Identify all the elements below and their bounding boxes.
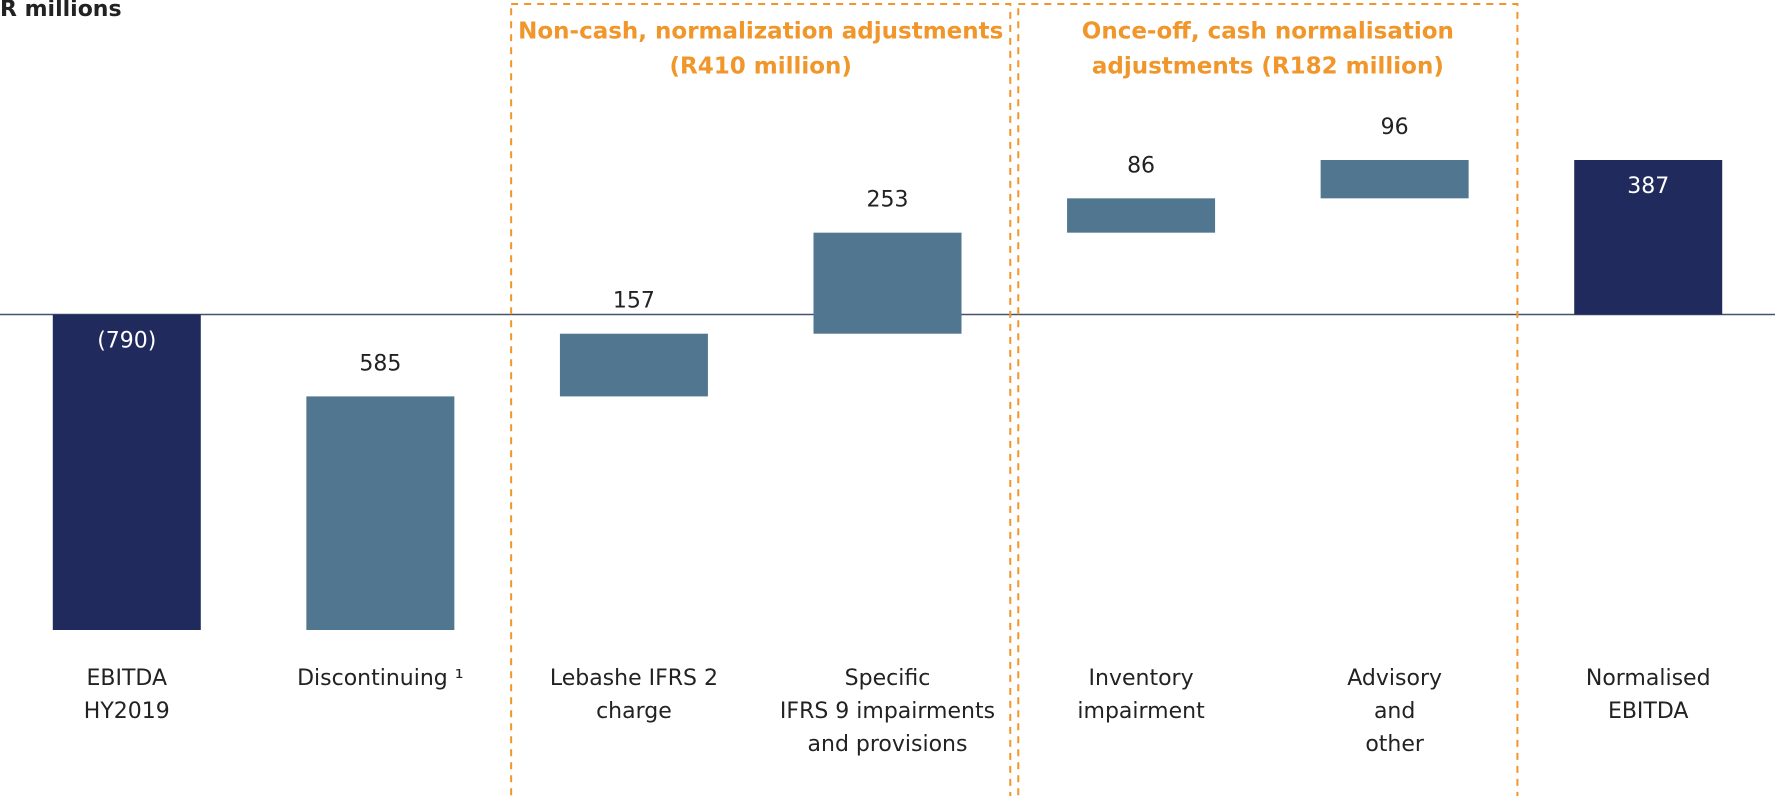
category-label: impairment xyxy=(1077,699,1205,724)
bar xyxy=(559,333,708,397)
category-label: Specific xyxy=(845,666,931,691)
bar xyxy=(1320,160,1469,199)
bar xyxy=(1574,160,1723,315)
category-label: Advisory xyxy=(1347,666,1442,691)
category-label: EBITDA xyxy=(87,666,168,691)
category-label: and xyxy=(1374,699,1415,724)
category-label: IFRS 9 impairments xyxy=(780,699,995,724)
value-label: 86 xyxy=(1127,153,1155,178)
value-label: (790) xyxy=(97,329,156,354)
group-title: adjustments (R182 million) xyxy=(1092,54,1444,80)
bar xyxy=(1067,198,1216,233)
value-label: 96 xyxy=(1381,115,1409,140)
category-label: Inventory xyxy=(1089,666,1194,691)
category-label: Discontinuing ¹ xyxy=(297,666,463,691)
category-label: Normalised xyxy=(1586,666,1711,691)
group-box xyxy=(510,3,1012,796)
chart-title: R millions xyxy=(0,0,122,22)
category-label: Lebashe IFRS 2 xyxy=(550,666,718,691)
bar xyxy=(52,314,201,630)
value-label: 157 xyxy=(613,289,655,314)
value-label: 253 xyxy=(867,188,909,213)
group-box xyxy=(1017,3,1519,796)
category-label: charge xyxy=(596,699,672,724)
value-label: 387 xyxy=(1627,174,1669,199)
bar xyxy=(306,396,455,630)
category-label: HY2019 xyxy=(84,699,170,724)
bar xyxy=(813,232,962,334)
group-title: (R410 million) xyxy=(669,54,851,80)
group-title: Non-cash, normalization adjustments xyxy=(518,19,1003,45)
category-label: EBITDA xyxy=(1608,699,1689,724)
category-label: and provisions xyxy=(808,732,968,757)
category-label: other xyxy=(1365,732,1425,757)
group-title: Once-off, cash normalisation xyxy=(1082,19,1454,45)
value-label: 585 xyxy=(359,351,401,376)
